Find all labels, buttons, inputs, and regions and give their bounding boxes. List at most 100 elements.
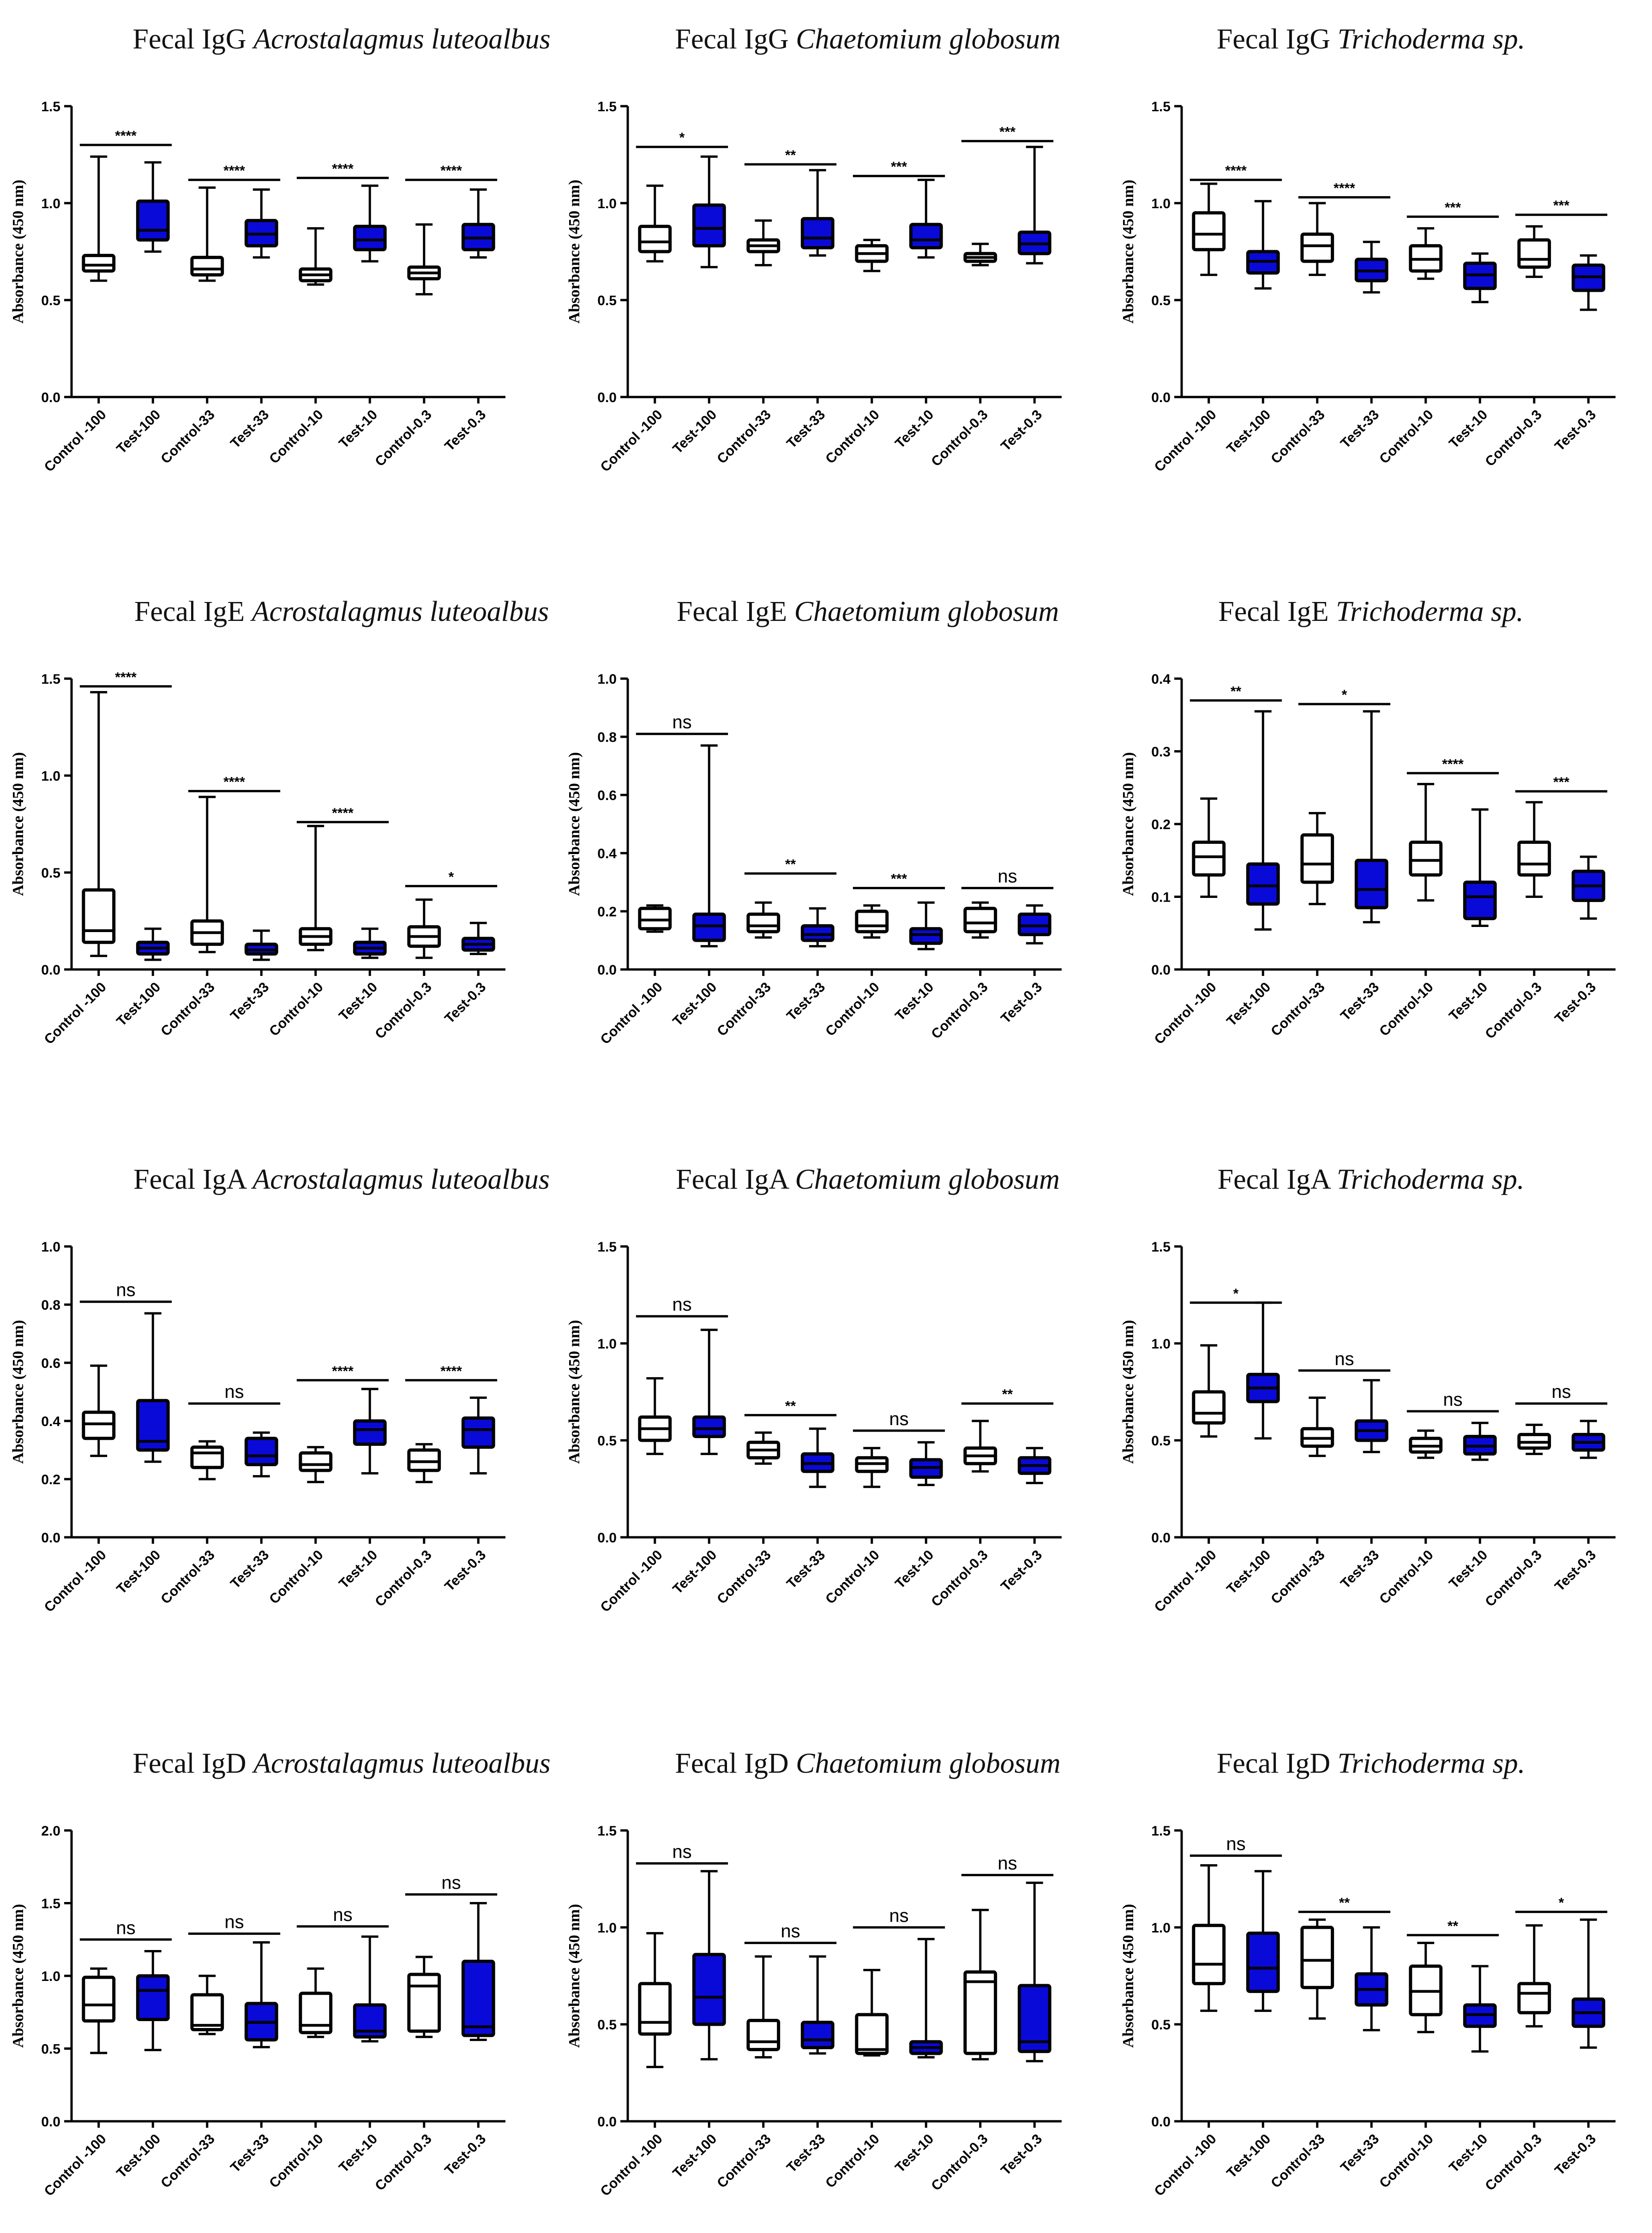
box-body: [190, 1993, 224, 2032]
box-control-100: [638, 1377, 672, 1455]
box-control-100: [82, 1364, 116, 1457]
panel-title-prefix: Fecal IgE: [1218, 596, 1336, 627]
panel-title: Fecal IgD Acrostalagmus luteoalbus: [132, 1748, 550, 1779]
significance-label: ****: [440, 163, 462, 179]
significance-label: ns: [333, 1905, 352, 1925]
box-body: [1517, 840, 1551, 877]
significance-label: ns: [672, 1294, 691, 1315]
y-tick-label: 0.0: [41, 390, 60, 405]
significance-label: **: [1448, 1919, 1459, 1934]
significance-label: ***: [1553, 198, 1569, 213]
box-body: [746, 912, 781, 933]
x-tick-label: Control -100: [1152, 980, 1219, 1047]
significance-label: ns: [672, 1842, 691, 1862]
significance-label: ns: [441, 1873, 461, 1893]
panel-title-prefix: Fecal IgD: [132, 1748, 253, 1779]
x-tick-label: Control-10: [1376, 2131, 1436, 2191]
y-tick-label: 1.0: [1151, 1920, 1171, 1936]
box-body: [1017, 1984, 1051, 2053]
box-body: [638, 224, 672, 253]
x-tick-label: Control-0.3: [1482, 2131, 1544, 2194]
box-control-10: [855, 1447, 889, 1488]
box-body: [461, 1960, 495, 2037]
y-tick-label: 0.1: [1151, 890, 1171, 905]
box-test-0.3: [1571, 1420, 1605, 1459]
x-tick-label: Test-100: [114, 2131, 163, 2181]
significance-label: ****: [115, 128, 137, 144]
box-control-0.3: [963, 1420, 997, 1473]
x-tick-label: Control-10: [823, 407, 882, 467]
x-tick-label: Test-0.3: [1552, 980, 1599, 1027]
box-body: [407, 1973, 441, 2033]
x-tick-label: Control-33: [714, 1547, 774, 1607]
x-tick-label: Test-100: [114, 980, 163, 1029]
y-tick-label: 0.0: [41, 1530, 60, 1546]
box-test-100: [692, 744, 726, 948]
box-control-33: [190, 1974, 224, 2035]
y-tick-label: 1.0: [597, 672, 617, 687]
box-control-0.3: [963, 1908, 997, 2061]
significance-label: **: [1002, 1387, 1013, 1402]
panel-title-prefix: Fecal IgE: [677, 596, 794, 627]
box-body: [855, 909, 889, 933]
significance-label: ns: [116, 1918, 135, 1938]
panel-fecal-iga-3: Fecal IgA Trichoderma sp. 0.0 0.5 1.0 1.5 Abs…: [1120, 1164, 1616, 1615]
box-body: [1517, 1982, 1551, 2015]
y-axis-label: Absorbance (450 nm): [1120, 1904, 1137, 2048]
box-control-10: [299, 825, 333, 951]
y-tick-label: 1.0: [597, 196, 617, 211]
panel-title-species: Chaetomium globosum: [796, 24, 1061, 55]
significance-label: ****: [332, 1364, 354, 1379]
box-test-0.3: [1017, 904, 1051, 945]
x-tick-label: Control-10: [823, 980, 882, 1039]
box-body: [692, 1415, 726, 1439]
x-tick-label: Control -100: [1152, 2131, 1219, 2199]
y-tick-label: 1.0: [41, 1969, 60, 1984]
box-body: [692, 1953, 726, 2026]
panel-title-species: Acrostalagmus luteoalbus: [251, 1164, 550, 1195]
significance-label: **: [785, 148, 796, 163]
x-tick-label: Control-10: [1376, 1547, 1436, 1607]
y-tick-label: 0.2: [597, 904, 617, 920]
y-tick-label: 1.5: [1151, 99, 1171, 114]
x-tick-label: Test-33: [1338, 1547, 1382, 1592]
significance-label: ***: [891, 872, 907, 887]
box-test-33: [800, 1427, 835, 1488]
x-tick-label: Control -100: [42, 2131, 109, 2199]
x-tick-label: Control -100: [42, 1547, 109, 1615]
x-tick-label: Test-10: [1446, 980, 1490, 1024]
panel-title-species: Acrostalagmus luteoalbus: [252, 24, 551, 55]
x-tick-label: Control-0.3: [928, 1547, 991, 1610]
y-tick-label: 0.8: [41, 1298, 60, 1313]
box-body: [692, 912, 726, 942]
x-tick-label: Test-0.3: [442, 1547, 489, 1595]
box-body: [1409, 840, 1443, 877]
significance-label: *: [1559, 1895, 1564, 1910]
y-axis-label: Absorbance (450 nm): [566, 1904, 583, 2048]
x-tick-label: Test-100: [1224, 1547, 1274, 1597]
y-tick-label: 1.5: [597, 1240, 617, 1255]
x-tick-label: Test-0.3: [1552, 2131, 1599, 2179]
x-tick-label: Test-0.3: [998, 980, 1045, 1027]
box-control-33: [1300, 1396, 1334, 1457]
panel-title-prefix: Fecal IgD: [1217, 1748, 1338, 1779]
x-tick-label: Test-100: [1224, 407, 1274, 457]
box-test-0.3: [1571, 1918, 1605, 2049]
x-tick-label: Test-33: [784, 2131, 828, 2176]
x-tick-label: Control-33: [714, 980, 774, 1039]
x-tick-label: Control-0.3: [928, 2131, 991, 2194]
box-body: [638, 1982, 672, 2036]
significance-label: ****: [1334, 181, 1355, 196]
box-control-33: [1300, 812, 1334, 905]
y-tick-label: 0.0: [1151, 390, 1171, 405]
y-tick-label: 1.0: [1151, 196, 1171, 211]
box-body: [1300, 833, 1334, 884]
box-body: [1192, 1390, 1226, 1425]
x-tick-label: Test-100: [670, 1547, 720, 1597]
x-tick-label: Control-33: [1268, 980, 1328, 1039]
significance-label: ****: [223, 163, 245, 179]
panel-title-species: Trichoderma sp.: [1336, 596, 1523, 627]
box-control-100: [638, 1932, 672, 2068]
box-body: [1017, 912, 1051, 936]
x-tick-label: Test-10: [892, 2131, 937, 2176]
